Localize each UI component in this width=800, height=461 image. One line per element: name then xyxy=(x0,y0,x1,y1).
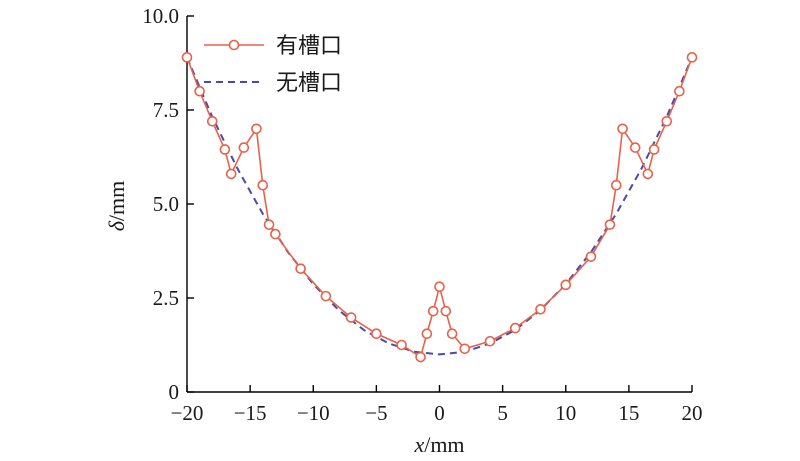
legend-marker-notch xyxy=(228,39,240,51)
y-tick-label: 2.5 xyxy=(153,286,179,310)
x-tick-label: −5 xyxy=(365,401,387,425)
data-point xyxy=(604,219,616,230)
x-tick-label: 5 xyxy=(497,401,508,425)
x-tick-label: 0 xyxy=(434,401,445,425)
data-point xyxy=(219,144,231,155)
legend-label-notch: 有槽口 xyxy=(276,34,342,59)
data-point xyxy=(238,142,250,153)
data-point xyxy=(434,281,445,293)
data-point xyxy=(257,179,269,191)
data-point xyxy=(661,115,673,127)
data-point xyxy=(206,115,218,127)
data-point xyxy=(421,328,433,340)
data-point xyxy=(674,85,685,97)
data-point xyxy=(446,328,458,340)
data-point xyxy=(320,290,332,302)
plot-area xyxy=(181,52,698,363)
x-tick-label: −15 xyxy=(234,401,267,425)
series-line-no-notch xyxy=(186,56,693,356)
series-line-notch xyxy=(186,57,693,359)
data-point xyxy=(270,228,281,240)
data-point xyxy=(345,312,357,323)
data-point xyxy=(585,251,597,262)
x-tick-label: −20 xyxy=(171,401,204,425)
data-point xyxy=(459,343,471,355)
y-tick-label: 10.0 xyxy=(142,4,179,28)
data-point xyxy=(194,85,205,97)
data-point xyxy=(617,123,628,135)
x-tick-label: 10 xyxy=(555,401,576,425)
data-point xyxy=(484,335,496,347)
x-tick-label: 20 xyxy=(682,401,703,425)
data-point xyxy=(560,279,572,291)
y-axis-label: δ/mm xyxy=(104,181,129,232)
data-point xyxy=(263,219,275,230)
data-point xyxy=(648,144,660,155)
data-point xyxy=(610,179,622,191)
data-point xyxy=(629,142,641,153)
data-point xyxy=(535,303,546,315)
axes: −20 −15 −10 −5 0 5 10 15 20 0 2.5 5.0 7.5 10.0 xyxy=(142,4,702,425)
x-axis-label: x/mm xyxy=(413,432,464,457)
data-point xyxy=(371,328,382,340)
y-tick-label: 0 xyxy=(169,380,180,404)
data-point xyxy=(225,168,237,180)
y-tick-label: 7.5 xyxy=(153,98,179,122)
y-tick-label: 5.0 xyxy=(153,192,179,216)
data-point xyxy=(295,263,306,274)
data-point xyxy=(427,305,439,317)
data-point xyxy=(509,322,521,334)
data-point xyxy=(686,52,698,63)
data-point xyxy=(396,339,407,351)
x-tick-label: −10 xyxy=(297,401,330,425)
data-point xyxy=(181,52,193,63)
data-point xyxy=(251,123,262,135)
x-tick-label: 15 xyxy=(618,401,639,425)
data-point xyxy=(440,305,452,317)
legend-label-no-notch: 无槽口 xyxy=(276,71,342,96)
data-point xyxy=(415,351,426,363)
data-point xyxy=(642,168,654,180)
